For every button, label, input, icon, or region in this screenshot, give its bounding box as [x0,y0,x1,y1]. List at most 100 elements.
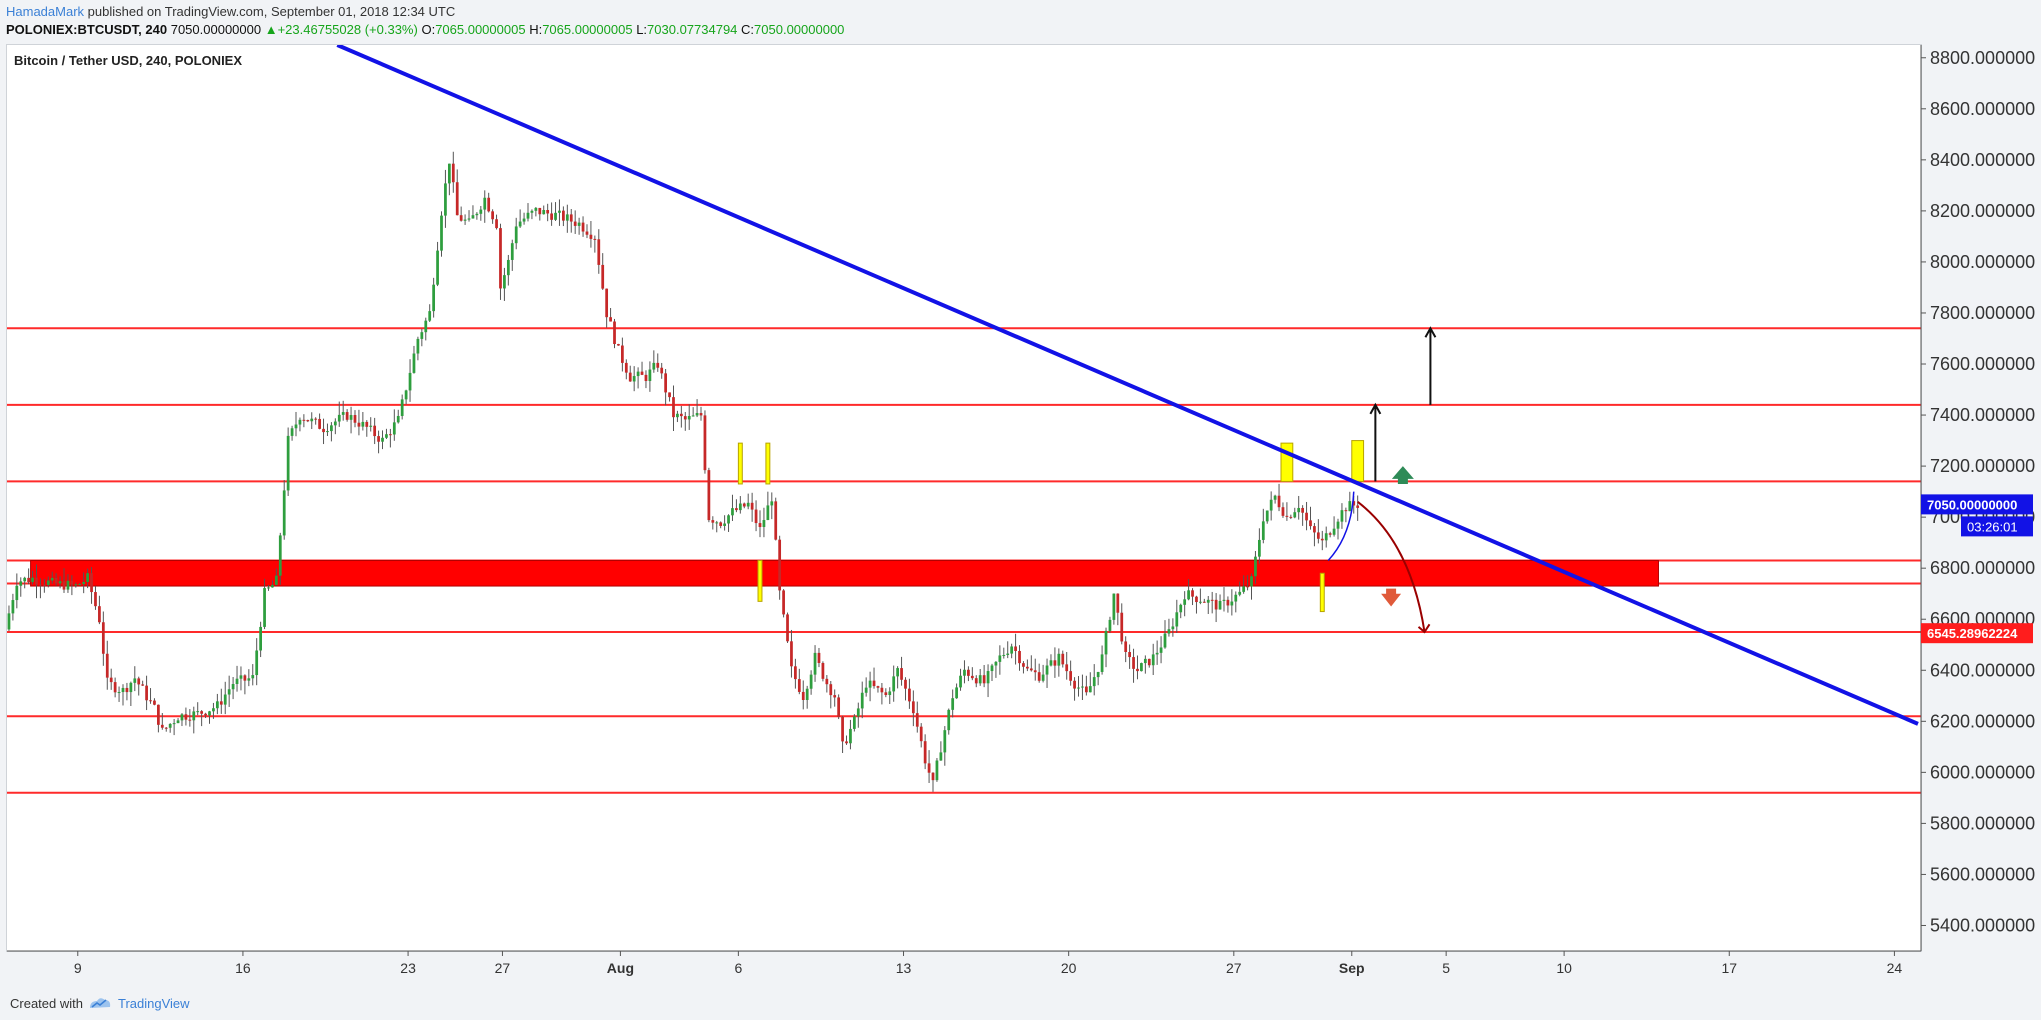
candle-body [849,728,852,744]
candle-body [782,590,785,615]
x-tick-label: 24 [1887,960,1903,976]
candle-body [1132,657,1135,669]
candle-body [506,259,510,276]
candle-body [98,606,101,623]
candle-body [491,211,494,220]
candle-body [1242,586,1246,592]
candle-body [624,362,628,373]
y-tick-label: 6000.000000 [1930,762,2035,782]
candle-body [797,679,801,692]
candle-body [322,428,325,433]
candle-body [1293,512,1297,518]
candle-body [562,210,565,221]
candle-body [522,218,526,222]
candle-body [46,580,50,586]
candle-body [609,317,612,322]
candle-body [215,701,219,709]
candle-body [353,415,357,423]
candle-body [974,678,978,684]
highlight-box [1351,440,1365,482]
candle-body [534,207,538,211]
candle-body [526,212,530,219]
candle-body [1257,539,1261,557]
candle-body [483,197,487,210]
candle-body [184,714,188,720]
candle-body [628,372,632,382]
candle-body [78,584,82,586]
candle-body [585,231,589,235]
candle-body [1246,586,1249,588]
candle-body [915,713,919,727]
candle-body [1061,653,1065,665]
candle-body [1065,664,1069,672]
candle-body [251,675,255,679]
price-tag-label: 6545.28962224 [1927,626,2018,641]
candle-body [951,698,955,710]
bullish-arrow-large [1424,326,1437,405]
open-label: O: [421,22,436,37]
projection-curve-up [1327,491,1355,562]
highlight-box [737,442,743,485]
candle-body [577,222,581,226]
candle-body [369,425,373,427]
candle-body [927,763,931,773]
price-tag-bg [1921,494,2033,515]
candle-body [1195,596,1198,603]
candle-body [1328,533,1332,535]
candle-body [440,215,443,251]
candle-body [1128,652,1131,658]
candle-body [1120,612,1124,642]
candle-body [1136,668,1139,672]
candle-body [1077,687,1080,689]
chart-title: Bitcoin / Tether USD, 240, POLONIEX [14,53,243,68]
candle-body [314,418,318,420]
candle-body [978,675,982,684]
candle-body [998,655,1002,662]
candle-body [1151,654,1155,666]
candle-body [935,760,939,781]
candle-body [868,680,872,688]
candle-body [1143,658,1147,664]
candle-body [1006,653,1010,655]
candle-body [605,288,609,318]
candle-body [652,362,656,370]
countdown-label: 03:26:01 [1967,519,2018,534]
candle-body [19,581,23,586]
candle-body [715,522,719,524]
candle-body [648,369,652,382]
candle-body [896,668,899,677]
candle-body [137,678,141,685]
candle-body [274,575,278,585]
candle-body [436,250,439,285]
candle-body [1104,630,1108,655]
candle-body [699,413,703,416]
author-link[interactable]: HamadaMark [6,4,85,19]
tradingview-link[interactable]: TradingView [118,996,190,1011]
candle-body [141,684,145,686]
candle-body [774,501,778,540]
y-tick-label: 5400.000000 [1930,915,2035,935]
candle-body [687,416,691,420]
candle-body [923,741,927,764]
chart-pane[interactable] [6,44,1922,952]
x-tick-label: Aug [607,960,634,976]
candle-body [117,692,121,694]
candle-body [1081,686,1084,688]
candles-group [7,151,1360,792]
candle-body [880,687,884,693]
candle-body [758,523,762,528]
candle-body [1218,600,1222,610]
y-tick-label: 8400.000000 [1930,150,2035,170]
candle-body [809,674,813,689]
ohlc-line: POLONIEX:BTCUSDT, 240 7050.00000000 ▲+23… [6,22,844,37]
candle-body [1002,654,1006,656]
open-value: 7065.00000005 [435,22,526,37]
candle-body [735,508,738,511]
candle-body [573,221,577,226]
candle-body [829,684,833,696]
candle-body [1202,601,1206,603]
candle-body [762,520,766,528]
candle-body [1108,619,1112,631]
candle-body [963,669,966,676]
